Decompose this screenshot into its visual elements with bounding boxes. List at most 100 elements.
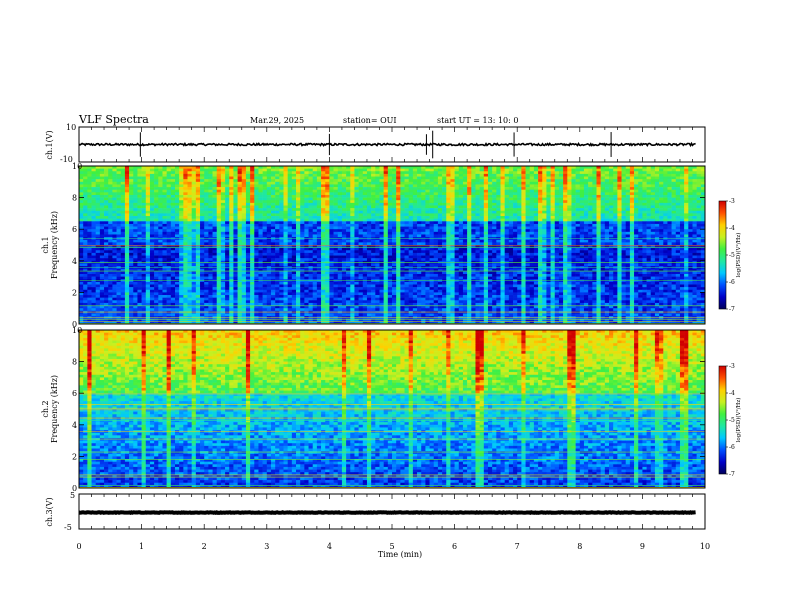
spectrogram-cell — [142, 250, 146, 253]
spectrogram-cell — [688, 237, 692, 240]
spectrogram-cell — [167, 203, 171, 206]
spectrogram-cell — [576, 219, 580, 222]
spectrogram-cell — [684, 229, 688, 232]
spectrogram-cell — [505, 234, 509, 237]
spectrogram-cell — [162, 208, 166, 211]
spectrogram-cell — [179, 221, 183, 224]
spectrogram-cell — [388, 200, 392, 203]
spectrogram-cell — [263, 237, 267, 240]
spectrogram-cell — [384, 221, 388, 224]
spectrogram-cell — [471, 200, 475, 203]
spectrogram-cell — [680, 169, 684, 172]
spectrogram-cell — [137, 229, 141, 232]
spectrogram-cell — [221, 227, 225, 230]
spectrogram-cell — [221, 179, 225, 182]
spectrogram-cell — [133, 203, 137, 206]
spectrogram-cell — [179, 171, 183, 174]
spectrogram-cell — [588, 206, 592, 209]
spectrogram-cell — [158, 208, 162, 211]
spectrogram-cell — [92, 221, 96, 224]
spectrogram-cell — [630, 232, 634, 235]
spectrogram-cell — [367, 190, 371, 193]
spectrogram-cell — [359, 232, 363, 235]
spectrogram-cell — [596, 203, 600, 206]
spectrogram-cell — [530, 237, 534, 240]
spectrogram-cell — [208, 219, 212, 222]
spectrogram-cell — [325, 219, 329, 222]
spectrogram-cell — [446, 174, 450, 177]
spectrogram-cell — [125, 229, 129, 232]
spectrogram-cell — [283, 211, 287, 214]
spectrogram-cell — [204, 224, 208, 227]
spectrogram-cell — [292, 169, 296, 172]
spectrogram-cell — [492, 206, 496, 209]
spectrogram-cell — [267, 195, 271, 198]
spectrogram-cell — [655, 198, 659, 201]
spectrogram-cell — [313, 179, 317, 182]
spectrogram-cell — [438, 248, 442, 251]
spectrogram-cell — [534, 206, 538, 209]
spectrogram-cell — [492, 211, 496, 214]
spectrogram-cell — [684, 240, 688, 243]
spectrogram-cell — [542, 200, 546, 203]
spectrogram-cell — [417, 242, 421, 245]
spectrogram-cell — [196, 221, 200, 224]
spectrogram-cell — [200, 198, 204, 201]
spectrogram-cell — [379, 184, 383, 187]
spectrogram-cell — [379, 229, 383, 232]
spectrogram-cell — [254, 237, 258, 240]
spectrogram-cell — [354, 227, 358, 230]
spectrogram-cell — [434, 229, 438, 232]
spectrogram-cell — [534, 211, 538, 214]
spectrogram-cell — [238, 192, 242, 195]
spectrogram-cell — [534, 195, 538, 198]
spectrogram-cell — [188, 234, 192, 237]
spectrogram-cell — [434, 242, 438, 245]
spectrogram-cell — [471, 192, 475, 195]
spectrogram-cell — [150, 229, 154, 232]
spectrogram-cell — [162, 224, 166, 227]
spectrogram-cell — [117, 232, 121, 235]
spectrogram-cell — [484, 206, 488, 209]
spectrogram-cell — [208, 190, 212, 193]
spectrogram-cell — [158, 174, 162, 177]
spectrogram-cell — [647, 169, 651, 172]
spectrogram-cell — [534, 221, 538, 224]
spectrogram-cell — [459, 232, 463, 235]
spectrogram-cell — [622, 216, 626, 219]
spectrogram-cell — [279, 229, 283, 232]
spectrogram-cell — [676, 200, 680, 203]
spectrogram-cell — [334, 182, 338, 185]
spectrogram-cell — [651, 195, 655, 198]
spectrogram-cell — [467, 240, 471, 243]
spectrogram-cell — [496, 219, 500, 222]
spectrogram-cell — [233, 211, 237, 214]
spectrogram-cell — [626, 240, 630, 243]
spectrogram-cell — [421, 200, 425, 203]
spectrogram-cell — [655, 184, 659, 187]
spectrogram-cell — [567, 229, 571, 232]
spectrogram-cell — [455, 177, 459, 180]
spectrogram-cell — [567, 224, 571, 227]
spectrogram-cell — [225, 195, 229, 198]
spectrogram-cell — [292, 237, 296, 240]
spectrogram-cell — [229, 242, 233, 245]
spectrogram-cell — [680, 177, 684, 180]
spectrogram-cell — [400, 219, 404, 222]
spectrogram-cell — [250, 250, 254, 253]
spectrogram-cell — [688, 206, 692, 209]
spectrogram-cell — [530, 200, 534, 203]
spectrogram-cell — [642, 174, 646, 177]
spectrogram-cell — [133, 211, 137, 214]
spectrogram-cell — [304, 248, 308, 251]
spectrogram-cell — [238, 216, 242, 219]
spectrogram-cell — [137, 232, 141, 235]
spectrogram-cell — [538, 229, 542, 232]
spectrogram-cell — [188, 203, 192, 206]
spectrogram-cell — [258, 187, 262, 190]
spectrogram-cell — [154, 234, 158, 237]
spectrogram-cell — [346, 216, 350, 219]
spectrogram-cell — [417, 184, 421, 187]
spectrogram-cell — [672, 213, 676, 216]
spectrogram-cell — [325, 211, 329, 214]
